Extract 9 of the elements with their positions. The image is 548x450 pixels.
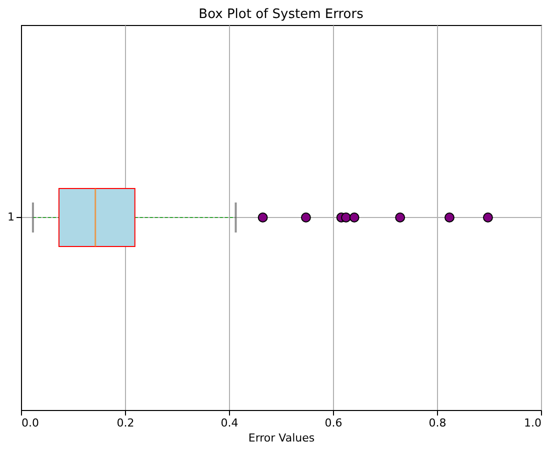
- x-tick-label: 0.8: [428, 416, 446, 430]
- x-tick-label: 0.0: [22, 416, 39, 430]
- x-tick-label: 0.2: [116, 416, 134, 430]
- y-tick-label: 1: [8, 210, 14, 224]
- x-axis-title: Error Values: [248, 432, 315, 444]
- chart-title: Box Plot of System Errors: [198, 7, 364, 22]
- x-tick-label: 0.4: [220, 416, 238, 430]
- x-tick-label: 0.6: [324, 416, 342, 430]
- x-tick-label: 1.0: [524, 416, 542, 430]
